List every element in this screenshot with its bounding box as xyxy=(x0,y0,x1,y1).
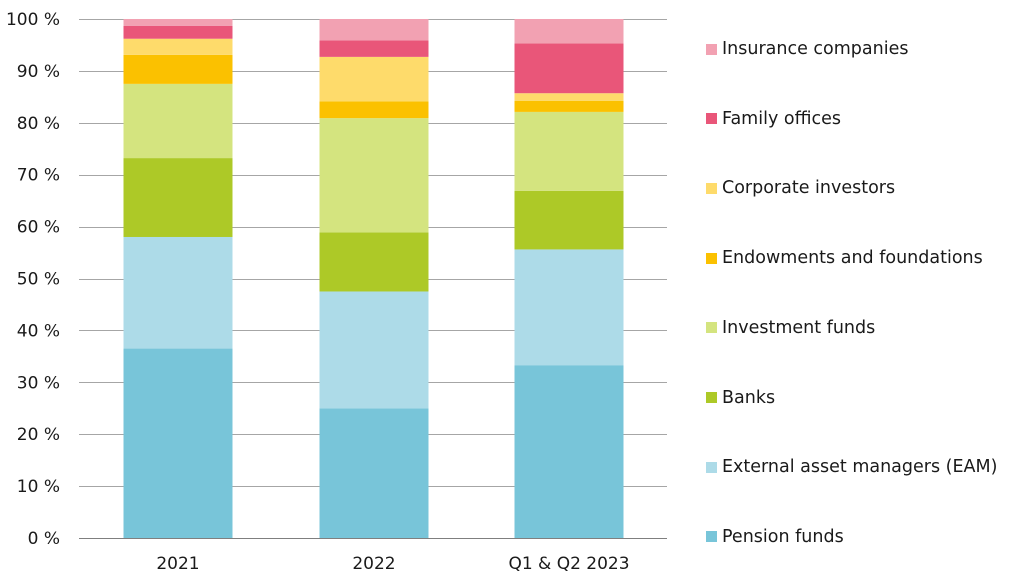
legend-swatch xyxy=(706,43,717,55)
bar-segment xyxy=(319,19,429,41)
bar-segment xyxy=(123,25,233,39)
legend-swatch xyxy=(706,322,717,334)
legend-swatch xyxy=(706,182,717,194)
legend-item: Endowments and foundations xyxy=(706,246,983,270)
legend-label: Insurance companies xyxy=(722,39,909,59)
legend-swatch xyxy=(706,392,717,403)
bar-segment xyxy=(514,111,624,191)
bar-segment xyxy=(123,236,233,349)
legend-swatch xyxy=(706,531,717,543)
bar-segment xyxy=(514,19,624,44)
bar-segment xyxy=(123,19,233,26)
y-tick-label: 10 % xyxy=(17,477,60,497)
bar-segment xyxy=(123,348,233,538)
bar-segment xyxy=(514,93,624,102)
x-tick-label: Q1 & Q2 2023 xyxy=(508,554,629,574)
legend-swatch xyxy=(706,113,717,125)
legend-item: Banks xyxy=(706,386,775,410)
bar-segment xyxy=(319,118,429,233)
x-tick-label: 2022 xyxy=(352,554,395,574)
y-tick-label: 90 % xyxy=(17,62,60,82)
y-tick-label: 70 % xyxy=(17,166,60,186)
bars xyxy=(123,19,624,538)
legend-item: Investment funds xyxy=(706,316,875,340)
legend-label: Endowments and foundations xyxy=(722,248,983,269)
bar-segment xyxy=(123,38,233,55)
bar-segment xyxy=(514,43,624,94)
legend-item: Insurance companies xyxy=(706,37,908,61)
y-tick-label: 100 % xyxy=(6,10,60,30)
legend-item: External asset managers (EAM) xyxy=(706,455,997,479)
bar-segment xyxy=(319,291,429,409)
legend-item: Family offices xyxy=(706,107,841,131)
legend-label: Banks xyxy=(722,387,776,408)
bar-segment xyxy=(123,83,233,159)
y-tick-label: 30 % xyxy=(17,373,60,393)
bar-segment xyxy=(514,249,624,366)
y-axis-ticks: 0 % 10 % 20 % 30 % 40 % 50 % 60 % 70 % 80 % 90 % 1… xyxy=(6,10,60,549)
legend-swatch xyxy=(706,461,717,473)
bar-segment xyxy=(514,190,624,250)
x-axis-ticks: 2021 2022 Q1 & Q2 2023 xyxy=(156,554,629,574)
y-tick-label: 20 % xyxy=(17,425,60,445)
bar-segment xyxy=(319,408,429,538)
x-tick-label: 2021 xyxy=(156,554,199,574)
y-tick-label: 60 % xyxy=(17,218,60,238)
bar-segment xyxy=(319,56,429,102)
bar-segment xyxy=(319,101,429,119)
legend-label: Corporate investors xyxy=(722,178,896,199)
y-tick-label: 50 % xyxy=(17,270,60,290)
y-tick-label: 80 % xyxy=(17,114,60,134)
legend-item: Pension funds xyxy=(706,525,844,549)
legend-label: Pension funds xyxy=(722,526,844,547)
legend-label: External asset managers (EAM) xyxy=(722,457,998,478)
legend-label: Family offices xyxy=(722,108,842,129)
legend-label: Investment funds xyxy=(722,317,876,338)
y-tick-label: 0 % xyxy=(28,529,60,549)
bar-segment xyxy=(514,101,624,112)
legend-item: Corporate investors xyxy=(706,176,895,200)
bar-segment xyxy=(123,54,233,84)
bar-segment xyxy=(123,158,233,237)
legend-swatch xyxy=(706,252,717,264)
y-tick-label: 40 % xyxy=(17,321,60,341)
bar-segment xyxy=(514,365,624,538)
bar-segment xyxy=(319,232,429,292)
legend: Insurance companies Family offices Corpora… xyxy=(706,0,1024,582)
bar-segment xyxy=(319,40,429,57)
